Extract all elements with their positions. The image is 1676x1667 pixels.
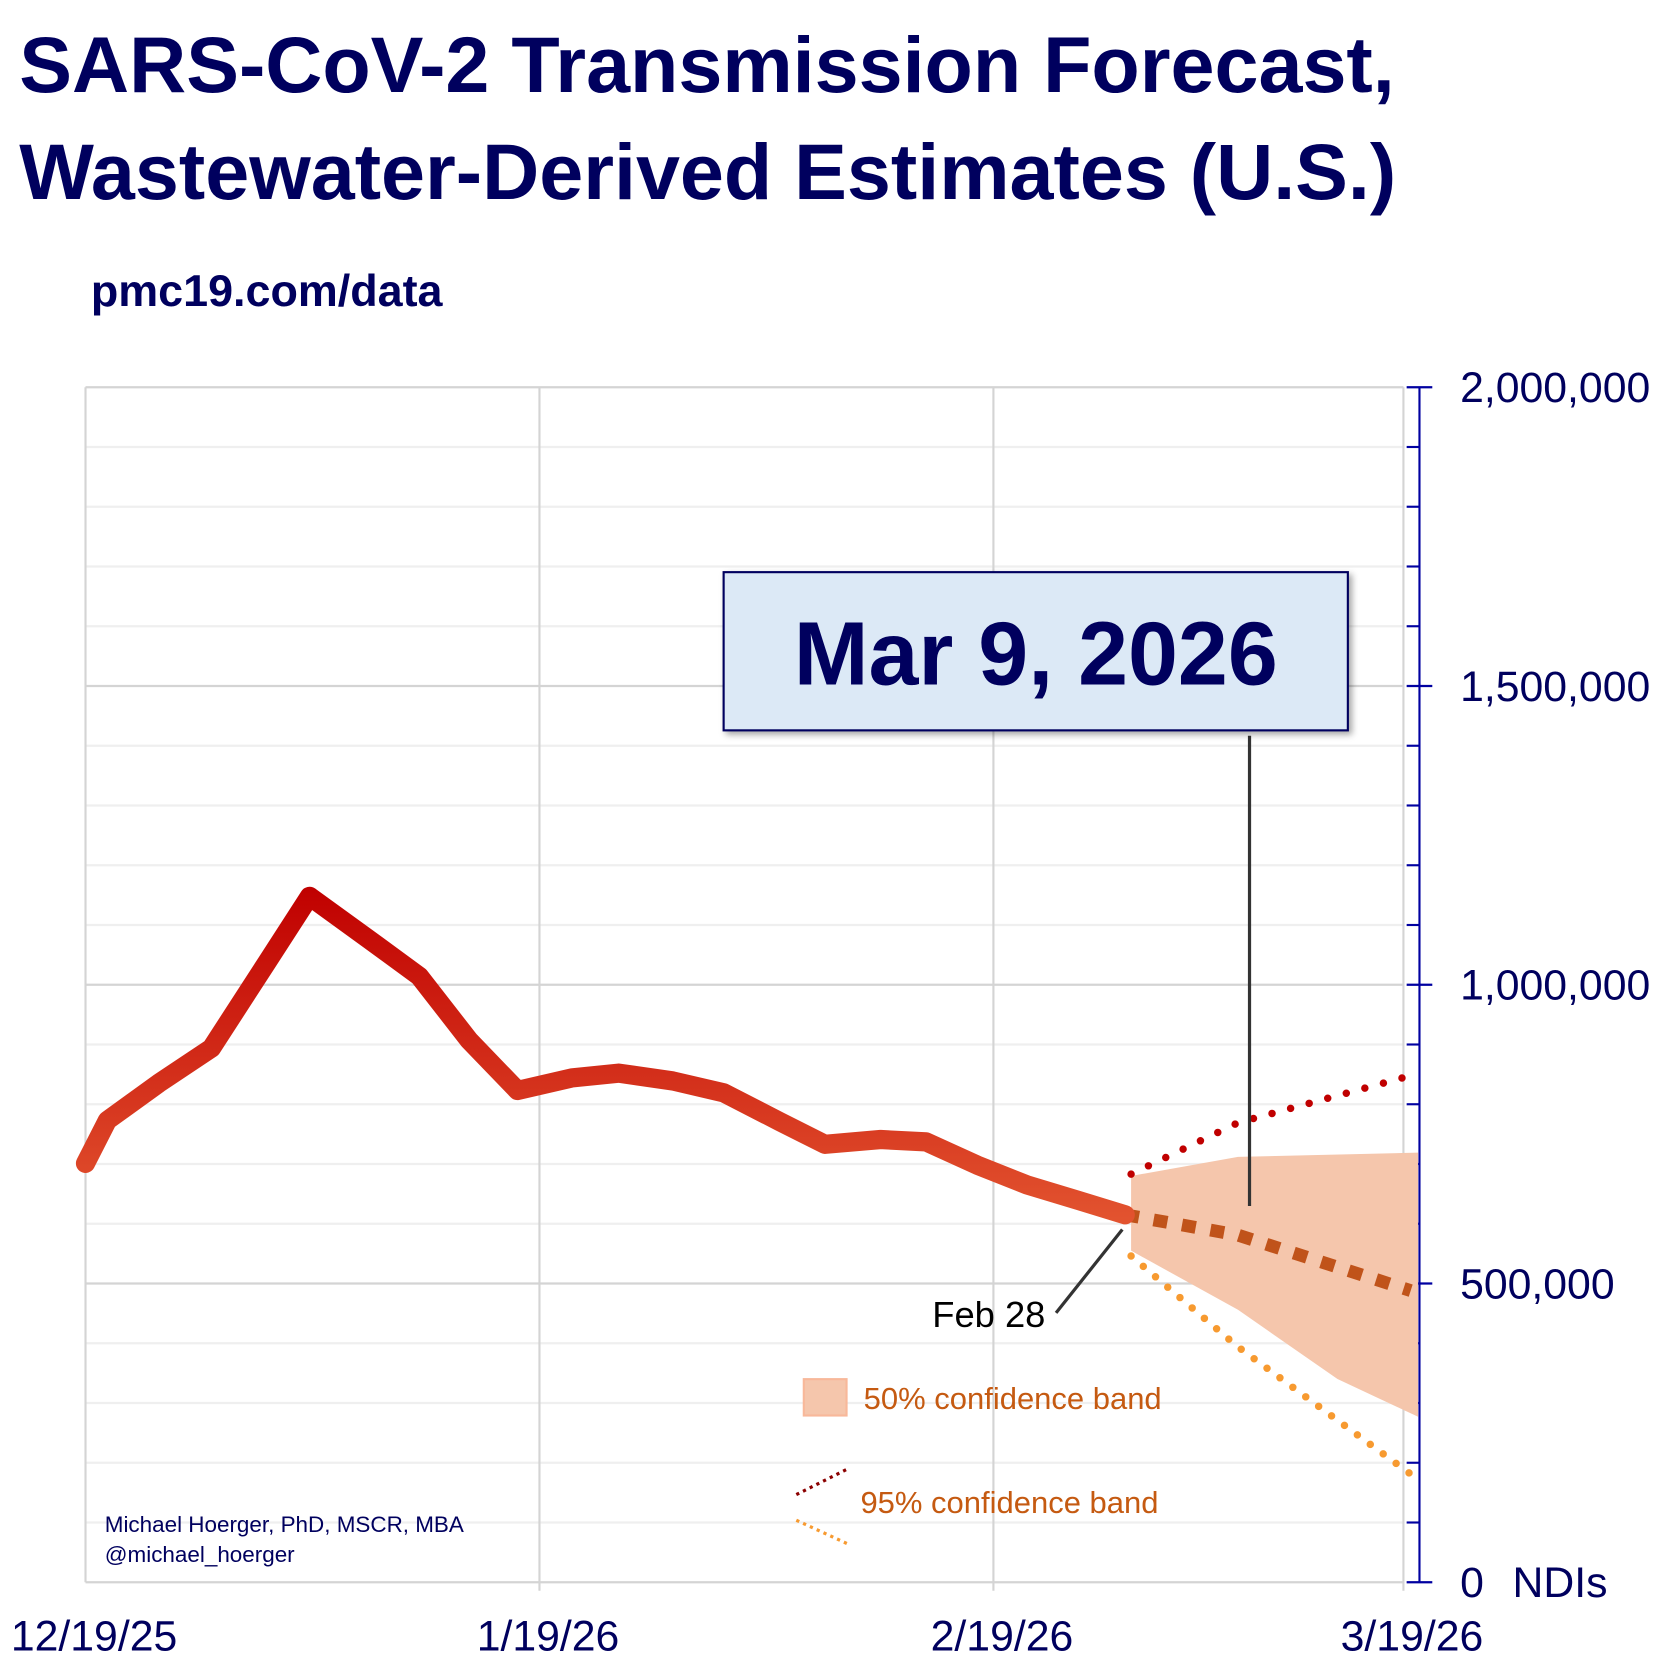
chart-title-line-2: Wastewater-Derived Estimates (U.S.) bbox=[19, 127, 1396, 216]
chart-subtitle: pmc19.com/data bbox=[91, 265, 444, 316]
legend-swatch-95-lower bbox=[795, 1518, 851, 1547]
x-tick-label: 1/19/26 bbox=[477, 1613, 620, 1661]
y-axis: 0 500,000 1,000,000 1,500,000 2,000,000 NDIs bbox=[1406, 364, 1650, 1607]
x-tick-label: 12/19/25 bbox=[11, 1613, 177, 1661]
x-tick-label: 2/19/26 bbox=[931, 1613, 1074, 1661]
x-tick-label: 3/19/26 bbox=[1341, 1613, 1484, 1661]
chart-title-line-1: SARS-CoV-2 Transmission Forecast, bbox=[19, 20, 1395, 109]
confidence-band-95-lower bbox=[1127, 1252, 1416, 1479]
last-observed-label: Feb 28 bbox=[932, 1294, 1045, 1335]
y-tick-label: 0 bbox=[1460, 1559, 1484, 1607]
y-unit-label: NDIs bbox=[1512, 1559, 1607, 1607]
date-callout-box bbox=[722, 571, 1349, 732]
credit-handle: @michael_hoerger bbox=[105, 1542, 295, 1567]
legend-swatch-95-upper bbox=[795, 1466, 851, 1497]
observed-line bbox=[75, 886, 1135, 1225]
date-callout-label: Mar 9, 2026 bbox=[794, 604, 1278, 704]
y-tick-label: 1,500,000 bbox=[1460, 663, 1650, 711]
legend-label-50: 50% confidence band bbox=[864, 1381, 1162, 1416]
grid: 12/19/25 1/19/26 2/19/26 3/19/26 bbox=[11, 386, 1484, 1661]
y-tick-label: 2,000,000 bbox=[1460, 364, 1650, 412]
y-tick-label: 1,000,000 bbox=[1460, 962, 1650, 1010]
confidence-band-95-upper bbox=[1127, 1070, 1419, 1178]
series bbox=[75, 886, 1419, 1479]
forecast-median-line bbox=[1124, 1208, 1413, 1297]
y-tick-label: 500,000 bbox=[1460, 1260, 1615, 1308]
last-observed-leader-line bbox=[1054, 1228, 1124, 1314]
confidence-band-50 bbox=[1131, 1152, 1419, 1417]
credit-name: Michael Hoerger, PhD, MSCR, MBA bbox=[105, 1512, 464, 1537]
legend-label-95: 95% confidence band bbox=[860, 1485, 1158, 1520]
legend-swatch-50 bbox=[802, 1378, 848, 1417]
